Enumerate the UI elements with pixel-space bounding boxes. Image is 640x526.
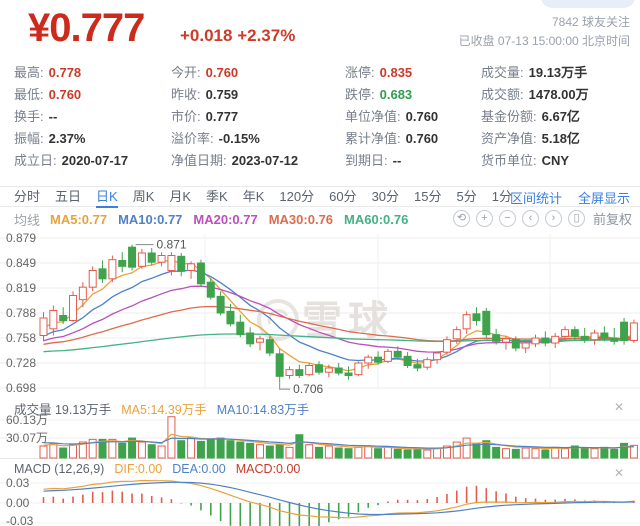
timeframe-tabbar: 分时 五日 日K 周K 月K 季K 年K 120分 60分 30分 15分 5分 1分 区间统计 全屏显示 bbox=[0, 186, 640, 208]
tab-五日[interactable]: 五日 bbox=[55, 188, 82, 204]
tab-周K[interactable]: 周K bbox=[132, 188, 155, 204]
volume-ma5: MA5:14.39万手 bbox=[121, 403, 207, 417]
macd-value: MACD:0.00 bbox=[235, 462, 301, 476]
stat-cell: 今开: 0.760 bbox=[171, 64, 239, 80]
svg-text:0.706: 0.706 bbox=[293, 382, 323, 396]
tab-30分[interactable]: 30分 bbox=[371, 188, 400, 204]
svg-text:30.07万: 30.07万 bbox=[6, 431, 48, 445]
stat-cell: 货币单位: CNY bbox=[481, 152, 570, 168]
tab-60分[interactable]: 60分 bbox=[329, 188, 357, 204]
link-区间统计[interactable]: 区间统计 bbox=[509, 191, 562, 206]
ma-value: MA30:0.76 bbox=[268, 211, 334, 227]
link-全屏显示[interactable]: 全屏显示 bbox=[577, 191, 630, 206]
ma-value: MA10:0.77 bbox=[118, 211, 183, 227]
next-icon[interactable]: › bbox=[544, 210, 562, 227]
stats-grid: 最高: 0.778 今开: 0.760 涨停: 0.835 成交量: 19.13万手最低: 0.… bbox=[14, 60, 632, 170]
svg-text:0.758: 0.758 bbox=[6, 331, 36, 345]
current-price: ¥0.777 bbox=[28, 6, 145, 50]
svg-text:雪球: 雪球 bbox=[302, 299, 394, 343]
close-icon[interactable]: ✕ bbox=[613, 466, 624, 480]
ma-legend-title: 均线 bbox=[14, 212, 41, 228]
stat-cell: 市价: 0.777 bbox=[171, 108, 239, 124]
stat-cell: 净值日期: 2023-07-12 bbox=[171, 152, 299, 168]
volume-legend: 成交量 19.13万手 MA5:14.39万手 MA10:14.83万手 bbox=[14, 399, 319, 418]
tab-年K[interactable]: 年K bbox=[242, 188, 265, 204]
stat-cell: 涨停: 0.835 bbox=[345, 64, 413, 80]
tab-分时[interactable]: 分时 bbox=[14, 188, 41, 204]
ma-legend: 均线 MA5:0.77 MA10:0.77 MA20:0.77 MA30:0.76 MA… bbox=[14, 210, 626, 228]
stat-cell: 换手: -- bbox=[14, 108, 58, 124]
ma-value: MA60:0.76 bbox=[344, 211, 409, 227]
svg-text:-0.03: -0.03 bbox=[6, 514, 34, 526]
volume-ma10: MA10:14.83万手 bbox=[216, 403, 310, 417]
stat-cell: 跌停: 0.683 bbox=[345, 86, 413, 102]
mobile-icon[interactable]: ▯ bbox=[567, 210, 585, 227]
svg-text:60.13万: 60.13万 bbox=[6, 413, 48, 427]
stat-cell: 累计净值: 0.760 bbox=[345, 130, 439, 146]
prev-icon[interactable]: ‹ bbox=[521, 210, 539, 227]
adjust-mode-button[interactable]: 前复权 bbox=[592, 212, 632, 227]
svg-text:0.728: 0.728 bbox=[6, 356, 36, 370]
stat-cell: 基金份额: 6.67亿 bbox=[481, 108, 580, 124]
svg-text:0.03: 0.03 bbox=[6, 476, 30, 490]
ma-values: MA5:0.77 MA10:0.77 MA20:0.77 MA30:0.76 MA60:… bbox=[50, 212, 419, 227]
chart-controls: ⟲ + − ‹ › ▯ 前复权 bbox=[447, 209, 632, 228]
tab-季K[interactable]: 季K bbox=[206, 188, 228, 204]
tab-5分[interactable]: 5分 bbox=[456, 188, 477, 204]
svg-text:0.849: 0.849 bbox=[6, 256, 36, 270]
macd-dif: DIF:0.00 bbox=[114, 462, 163, 476]
tab-1分[interactable]: 1分 bbox=[491, 188, 512, 204]
stat-cell: 资产净值: 5.18亿 bbox=[481, 130, 580, 146]
stat-cell: 最低: 0.760 bbox=[14, 86, 82, 102]
reset-icon[interactable]: ⟲ bbox=[452, 210, 470, 227]
market-status: 已收盘 07-13 15:00:00 北京时间 bbox=[458, 34, 630, 48]
stat-cell: 成立日: 2020-07-17 bbox=[14, 152, 129, 168]
macd-chart[interactable]: 0.03 0.00 -0.03 bbox=[0, 460, 640, 526]
stat-cell: 振幅: 2.37% bbox=[14, 130, 86, 146]
quote-meta: 7842 球友关注 已收盘 07-13 15:00:00 北京时间 bbox=[459, 13, 630, 51]
macd-legend: MACD (12,26,9) DIF:0.00 DEA:0.00 MACD:0.… bbox=[14, 462, 300, 476]
svg-text:0.698: 0.698 bbox=[6, 381, 36, 395]
macd-title: MACD (12,26,9) bbox=[14, 462, 105, 476]
svg-text:0.871: 0.871 bbox=[157, 238, 187, 252]
tab-日K[interactable]: 日K bbox=[96, 187, 118, 208]
stat-cell: 昨收: 0.759 bbox=[171, 86, 239, 102]
stat-cell: 到期日: -- bbox=[345, 152, 402, 168]
svg-text:0.879: 0.879 bbox=[6, 231, 36, 245]
stat-cell: 单位净值: 0.760 bbox=[345, 108, 439, 124]
zoom-in-icon[interactable]: + bbox=[475, 210, 493, 227]
chart-tools: 区间统计 全屏显示 bbox=[494, 187, 630, 208]
volume-title: 成交量 19.13万手 bbox=[14, 403, 112, 417]
stat-cell: 成交额: 1478.00万 bbox=[481, 86, 589, 102]
stat-cell: 成交量: 19.13万手 bbox=[481, 64, 588, 80]
zoom-out-icon[interactable]: − bbox=[498, 210, 516, 227]
tab-月K[interactable]: 月K bbox=[169, 188, 192, 204]
ma-value: MA5:0.77 bbox=[50, 211, 108, 227]
stat-cell: 溢价率: -0.15% bbox=[171, 130, 260, 146]
price-change: +0.018 +2.37% bbox=[180, 26, 296, 45]
follow-button-fragment[interactable] bbox=[540, 0, 636, 8]
stat-cell: 最高: 0.778 bbox=[14, 64, 82, 80]
svg-text:0.00: 0.00 bbox=[6, 496, 30, 510]
ma-value: MA20:0.77 bbox=[193, 211, 258, 227]
close-icon[interactable]: ✕ bbox=[613, 400, 624, 414]
svg-text:0.819: 0.819 bbox=[6, 281, 36, 295]
svg-text:0.788: 0.788 bbox=[6, 306, 36, 320]
tab-120分[interactable]: 120分 bbox=[279, 188, 315, 204]
volume-chart[interactable]: 60.13万 30.07万 bbox=[0, 398, 640, 460]
followers-count: 7842 球友关注 bbox=[551, 15, 630, 29]
price-chart[interactable]: 0.879 0.849 0.819 0.788 0.758 0.728 0.698 雪球 0.8… bbox=[0, 228, 640, 398]
tab-15分[interactable]: 15分 bbox=[414, 188, 442, 204]
macd-dea: DEA:0.00 bbox=[172, 462, 226, 476]
timeframe-tabs: 分时 五日 日K 周K 月K 季K 年K 120分 60分 30分 15分 5分 1分 bbox=[14, 187, 527, 208]
